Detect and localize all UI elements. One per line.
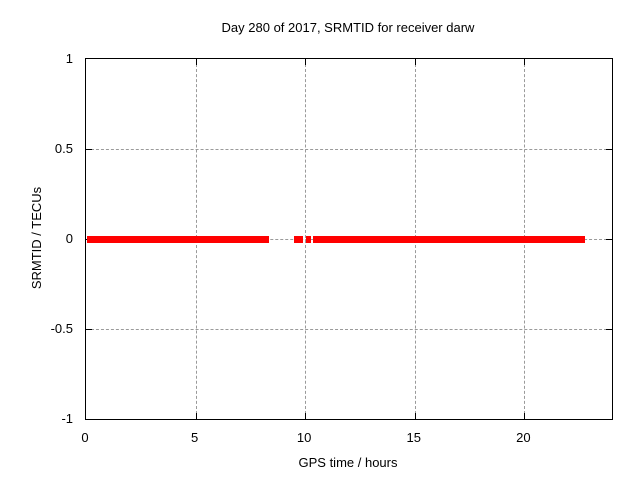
x-tick-label: 5 xyxy=(190,430,199,445)
x-tick-mark xyxy=(195,413,197,419)
chart-title: Day 280 of 2017, SRMTID for receiver dar… xyxy=(221,20,475,35)
y-tick-label: -1 xyxy=(61,411,73,426)
y-tick-mark xyxy=(606,329,612,330)
data-segment xyxy=(87,235,270,243)
y-tick-label: 0 xyxy=(65,231,73,246)
y-tick-label: 0.5 xyxy=(54,141,73,156)
x-tick-mark xyxy=(524,413,526,419)
gridline-horizontal xyxy=(86,149,612,150)
x-tick-mark xyxy=(414,413,416,419)
x-tick-mark xyxy=(414,59,416,65)
y-tick-mark xyxy=(606,239,612,240)
x-tick-label: 20 xyxy=(516,430,531,445)
plot-area xyxy=(85,58,613,420)
y-tick-label: 1 xyxy=(65,51,73,66)
x-tick-label: 15 xyxy=(406,430,421,445)
y-tick-mark xyxy=(86,149,92,150)
data-segment xyxy=(305,235,311,243)
x-axis-label: GPS time / hours xyxy=(298,455,398,470)
data-segment xyxy=(313,235,585,243)
y-tick-label: -0.5 xyxy=(50,321,73,336)
gridline-horizontal xyxy=(86,329,612,330)
x-tick-mark xyxy=(305,413,307,419)
x-tick-mark xyxy=(524,59,526,65)
x-tick-label: 10 xyxy=(296,430,312,445)
y-tick-mark xyxy=(606,149,612,150)
data-segment xyxy=(294,235,303,243)
x-tick-label: 0 xyxy=(81,430,89,445)
y-axis-label: SRMTID / TECUs xyxy=(29,186,44,290)
x-tick-mark xyxy=(195,59,197,65)
x-tick-mark xyxy=(305,59,307,65)
y-tick-mark xyxy=(86,329,92,330)
